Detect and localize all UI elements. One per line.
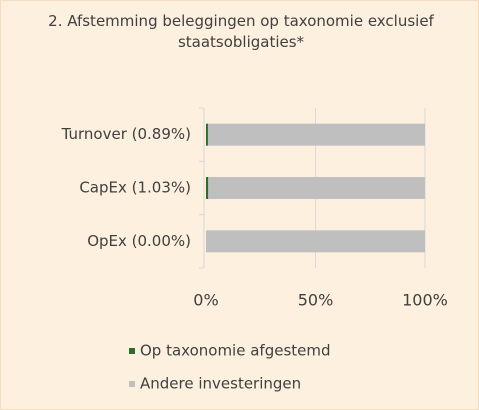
bar bbox=[208, 177, 425, 199]
x-tick-label: 100% bbox=[402, 291, 448, 310]
legend-label: Op taxonomie afgestemd bbox=[140, 342, 331, 360]
legend-marker bbox=[129, 381, 135, 387]
legend-label: Andere investeringen bbox=[140, 375, 301, 393]
y-tick-label: Turnover (0.89%) bbox=[61, 125, 191, 143]
x-tick-label: 50% bbox=[298, 291, 334, 310]
bar bbox=[206, 230, 425, 253]
y-tick-label: CapEx (1.03%) bbox=[79, 179, 191, 197]
bar bbox=[207, 123, 425, 146]
x-tick-label: 0% bbox=[193, 291, 218, 310]
legend-marker bbox=[129, 348, 135, 354]
y-tick-label: OpEx (0.00%) bbox=[87, 232, 191, 250]
bar bbox=[206, 123, 208, 146]
bar bbox=[206, 177, 209, 199]
chart-title: 2. Afstemming beleggingen op taxonomie e… bbox=[48, 12, 434, 51]
